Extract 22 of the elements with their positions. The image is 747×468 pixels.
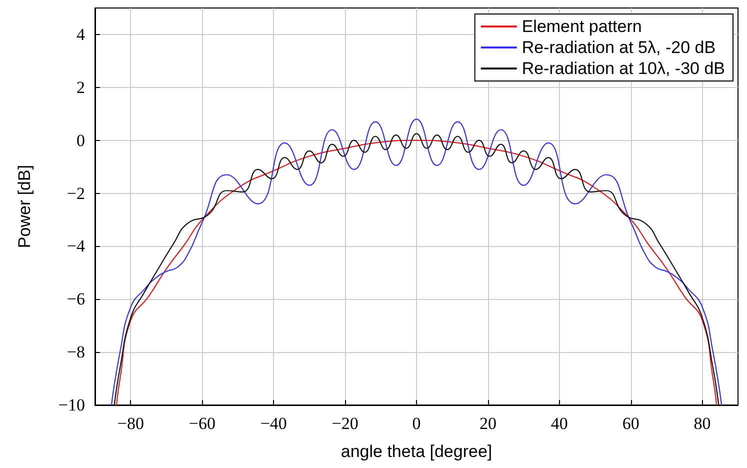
y-tick-label: 2 — [76, 78, 85, 97]
y-tick-label: −2 — [66, 184, 85, 203]
x-axis-title: angle theta [degree] — [340, 442, 492, 461]
x-tick-label: 0 — [412, 414, 421, 433]
x-tick-label: −40 — [260, 414, 287, 433]
y-tick-label: −4 — [66, 236, 86, 256]
y-tick-label: −10 — [58, 396, 85, 414]
x-tick-label: −80 — [117, 414, 144, 433]
y-tick-label: −6 — [66, 290, 85, 309]
x-tick-label: 60 — [622, 414, 640, 433]
x-tick-label: 80 — [694, 414, 711, 433]
x-tick-label: −20 — [332, 414, 358, 433]
y-tick-label: 4 — [76, 24, 86, 44]
legend-label: Re-radiation at 5λ, -20 dB — [522, 38, 716, 57]
legend-label: Re-radiation at 10λ, -30 dB — [522, 59, 725, 78]
x-tick-label: 40 — [550, 414, 568, 433]
y-tick-label: 0 — [76, 130, 85, 150]
x-tick-label: −60 — [188, 414, 216, 433]
x-tick-label: 20 — [479, 414, 496, 433]
y-axis-title: Power [dB] — [15, 164, 34, 248]
y-tick-label: −8 — [66, 342, 85, 362]
legend-label: Element pattern — [522, 17, 642, 36]
